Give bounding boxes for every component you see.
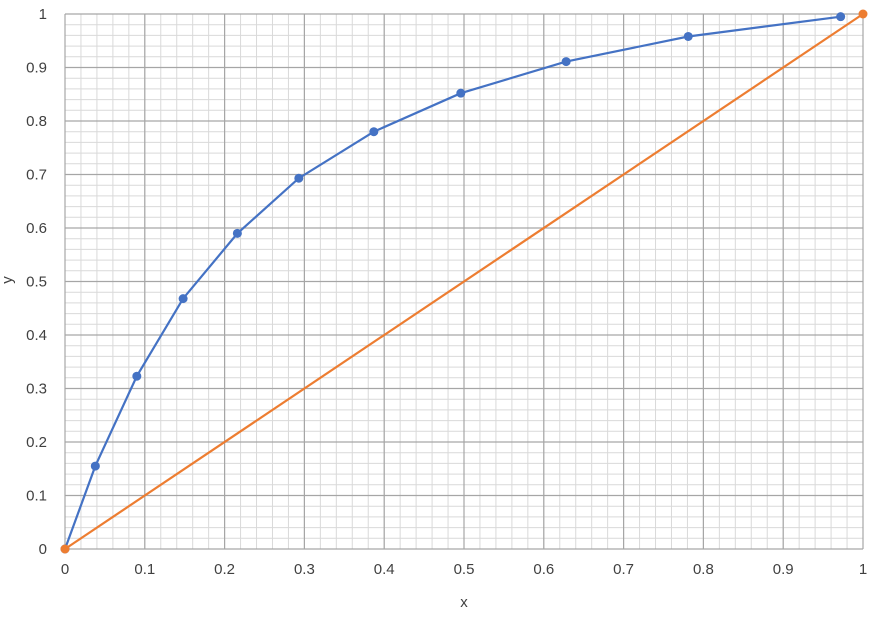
y-tick-label: 0.8 xyxy=(26,113,47,130)
series-2-point xyxy=(858,9,868,19)
y-tick-label: 0.9 xyxy=(26,60,47,77)
series-1-point xyxy=(369,127,379,137)
y-tick-label: 0.7 xyxy=(26,167,47,184)
series-1-point xyxy=(456,88,466,98)
x-tick-label: 0.5 xyxy=(454,561,475,578)
y-tick-label: 0.1 xyxy=(26,488,47,505)
y-axis-title: y xyxy=(0,276,16,284)
series-1-point xyxy=(836,12,846,22)
series-1-point xyxy=(561,57,571,67)
series-1-point xyxy=(90,461,100,471)
x-tick-label: 0.4 xyxy=(374,561,395,578)
x-tick-label: 0.2 xyxy=(214,561,235,578)
series-1-point xyxy=(294,173,304,183)
tick-labels: 0 0.1 0.2 0.3 0.4 0.5 0.6 0.7 0.8 0.9 1 0 0.1 0.2 0.3 0… xyxy=(26,6,867,578)
x-tick-label: 0 xyxy=(61,561,69,578)
x-tick-label: 0.1 xyxy=(134,561,155,578)
series-1-point xyxy=(178,294,188,304)
series-1-point xyxy=(132,371,142,381)
y-tick-label: 0.6 xyxy=(26,220,47,237)
x-tick-label: 0.7 xyxy=(613,561,634,578)
series-layer xyxy=(60,9,868,554)
x-tick-label: 0.3 xyxy=(294,561,315,578)
y-tick-label: 0.5 xyxy=(26,274,47,291)
x-tick-label: 0.8 xyxy=(693,561,714,578)
x-tick-label: 1 xyxy=(859,561,867,578)
major-grid xyxy=(64,13,864,550)
y-tick-label: 0.2 xyxy=(26,434,47,451)
y-tick-label: 0.3 xyxy=(26,381,47,398)
series-1-point xyxy=(683,31,693,41)
y-tick-label: 1 xyxy=(39,6,47,23)
series-1-point xyxy=(232,228,242,238)
y-tick-label: 0 xyxy=(39,541,47,558)
x-axis-title: x xyxy=(460,594,468,611)
x-tick-label: 0.6 xyxy=(533,561,554,578)
series-2-point xyxy=(60,544,70,554)
series-2-line xyxy=(64,13,864,550)
y-tick-label: 0.4 xyxy=(26,327,47,344)
series-1-line xyxy=(63,15,841,550)
x-tick-label: 0.9 xyxy=(773,561,794,578)
